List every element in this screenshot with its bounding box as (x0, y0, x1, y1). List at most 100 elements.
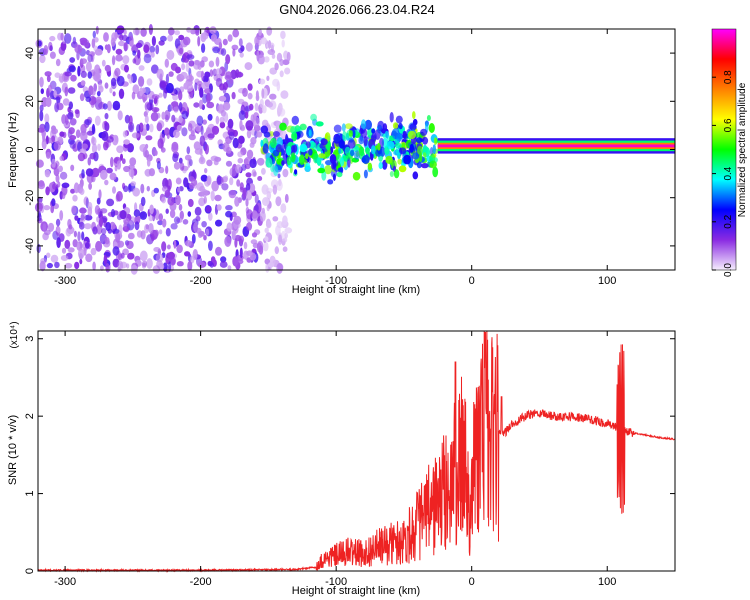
heatmap-cell (185, 62, 190, 72)
heatmap-cell (94, 205, 100, 215)
heatmap-cell (253, 171, 257, 177)
heatmap-cell (279, 122, 287, 131)
heatmap-cell (242, 87, 248, 97)
heatmap-cell (200, 174, 208, 182)
heatmap-cell (198, 99, 204, 110)
heatmap-cell (127, 232, 135, 240)
heatmap-cell (169, 209, 176, 219)
heatmap-cell (178, 115, 183, 124)
heatmap-cell (164, 109, 171, 121)
heatmap-cell (45, 96, 52, 108)
heatmap-cell (178, 34, 185, 41)
heatmap-cell (143, 53, 152, 64)
heatmap-cell (70, 74, 77, 82)
heatmap-cell (223, 175, 229, 181)
heatmap-cell (182, 219, 189, 225)
y-tick-label: 0 (24, 146, 36, 152)
heatmap-cell (269, 67, 278, 75)
heatmap-cell (187, 261, 193, 271)
heatmap-cell (141, 260, 148, 267)
heatmap-cell (115, 54, 123, 62)
heatmap-cell (190, 91, 194, 99)
heatmap-cell (164, 127, 170, 136)
heatmap-cell (59, 171, 68, 180)
heatmap-cell (280, 30, 286, 40)
heatmap-cell (265, 157, 273, 168)
heatmap-cell (299, 154, 305, 165)
heatmap-cell (165, 165, 169, 174)
heatmap-cell (176, 261, 184, 267)
heatmap-cell (188, 133, 196, 141)
heatmap-cell (363, 135, 368, 147)
heatmap-cell (261, 207, 265, 214)
heatmap-cell (267, 49, 276, 55)
heatmap-cell (412, 171, 419, 180)
heatmap-cell (220, 48, 227, 56)
heatmap-cell (184, 251, 191, 257)
heatmap-cell (160, 147, 166, 153)
heatmap-cell (308, 148, 313, 156)
heatmap-cell (246, 129, 252, 139)
heatmap-cell (117, 110, 123, 121)
heatmap-cell (171, 114, 176, 123)
heatmap-cell (98, 83, 103, 89)
heatmap-cell (151, 94, 160, 100)
heatmap-cell (68, 224, 73, 230)
heatmap-cell (123, 42, 129, 52)
heatmap-cell (81, 231, 85, 241)
heatmap-cell (392, 122, 399, 130)
heatmap-cell (39, 110, 44, 122)
heatmap-cell (53, 141, 61, 151)
heatmap-cell (228, 77, 234, 84)
heatmap-cell (347, 139, 356, 149)
heatmap-cell (195, 29, 200, 36)
heatmap-cell (44, 113, 50, 124)
heatmap-cell (129, 157, 137, 167)
heatmap-cell (273, 165, 279, 177)
heatmap-cell (264, 258, 271, 265)
heatmap-cell (145, 143, 149, 149)
heatmap-cell (37, 181, 46, 190)
heatmap-cell (194, 59, 201, 66)
heatmap-cell (193, 141, 201, 151)
heatmap-cell (178, 47, 184, 55)
heatmap-cell (103, 32, 109, 42)
heatmap-cell (412, 111, 416, 120)
heatmap-cell (156, 122, 163, 132)
heatmap-cell (96, 91, 101, 97)
heatmap-cell (242, 187, 247, 199)
heatmap-cell (266, 205, 270, 212)
heatmap-cell (112, 100, 121, 111)
heatmap-cell (207, 260, 213, 267)
heatmap-cell (171, 144, 179, 153)
heatmap-cell (305, 153, 309, 160)
heatmap-cell (74, 109, 80, 115)
heatmap-cell (104, 82, 109, 89)
heatmap-cell (339, 133, 343, 140)
heatmap-cell (261, 88, 265, 99)
heatmap-cell (225, 54, 231, 65)
heatmap-cell (204, 168, 208, 174)
heatmap-cell (299, 143, 308, 153)
snr-y-ticks: 0 1 2 3 (24, 336, 675, 574)
heatmap-cell (42, 223, 47, 232)
heatmap-cell (178, 90, 183, 101)
heatmap-cell (78, 248, 85, 259)
heatmap-cell (50, 204, 55, 214)
heatmap-cell (59, 131, 65, 137)
heatmap-cell (84, 223, 92, 230)
spectrogram-x-label: Height of straight line (km) (292, 284, 420, 296)
heatmap-cell (348, 130, 353, 137)
heatmap-cell (88, 182, 92, 190)
heatmap-cell (181, 127, 188, 137)
heatmap-cell (246, 222, 253, 231)
x-tick-label: -200 (190, 576, 212, 588)
heatmap-cell (318, 153, 326, 159)
x-tick-label: -100 (325, 275, 347, 287)
heatmap-cell (145, 123, 150, 131)
heatmap-cell (109, 87, 113, 94)
spectrogram-y-ticks: -40 -20 0 20 40 (24, 47, 675, 254)
heatmap-cell (167, 244, 171, 250)
heatmap-cell (248, 103, 254, 111)
heatmap-cell (332, 173, 336, 181)
